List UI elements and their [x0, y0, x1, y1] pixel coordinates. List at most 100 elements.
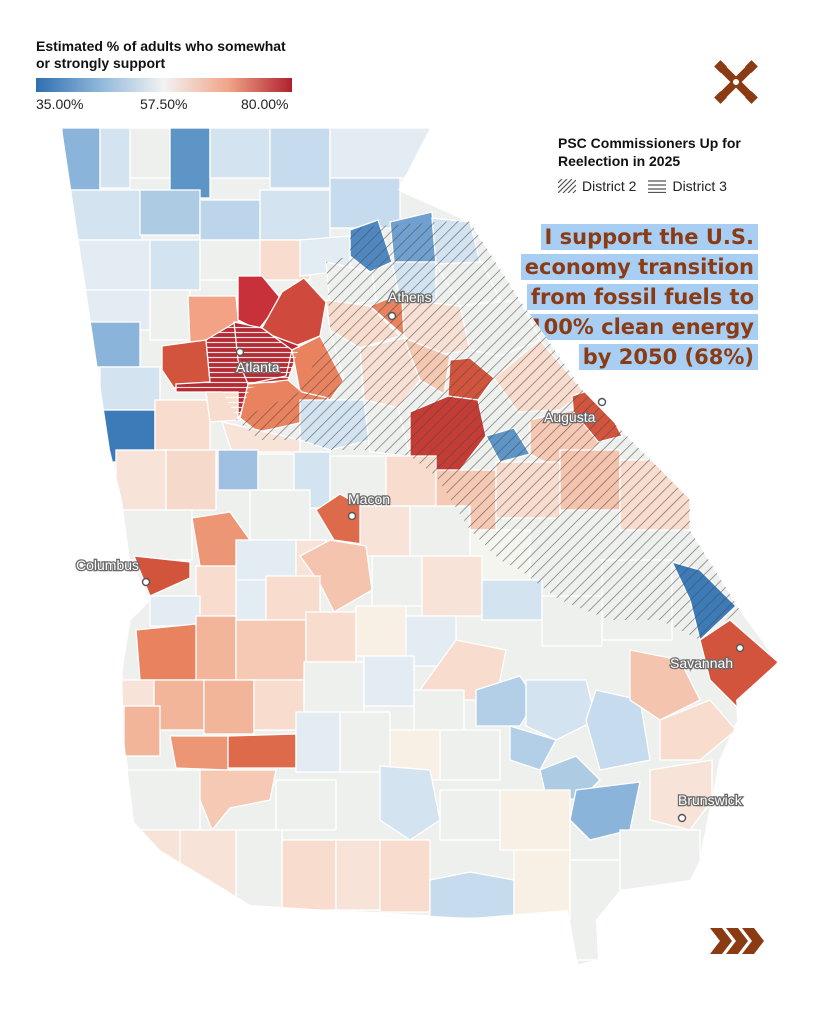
county	[379, 839, 431, 913]
county	[619, 829, 701, 891]
county	[149, 289, 191, 341]
city-savannah: Savannah	[669, 643, 745, 672]
city-label-savannah: Savannah	[670, 655, 733, 671]
city-marker	[235, 347, 245, 357]
city-label-macon: Macon	[348, 491, 390, 507]
county	[89, 321, 141, 368]
county	[203, 679, 255, 735]
city-label-atlanta: Atlanta	[236, 359, 280, 375]
legend-title: Estimated % of adults who somewhat or st…	[36, 38, 286, 71]
county	[259, 189, 331, 241]
county	[199, 239, 261, 281]
county	[217, 449, 259, 491]
county	[235, 829, 283, 911]
county	[339, 711, 391, 773]
city-athens: Athens	[387, 288, 433, 321]
county	[659, 699, 737, 761]
county	[99, 128, 131, 189]
legend-tick-mid: 57.50%	[140, 96, 188, 112]
county	[513, 849, 571, 919]
county	[195, 615, 237, 681]
county	[153, 679, 205, 731]
county	[165, 449, 217, 511]
county	[359, 505, 411, 557]
county	[235, 619, 307, 681]
county	[371, 555, 423, 607]
county	[149, 595, 201, 627]
survey-statement-text: I support the U.S. economy transition fr…	[520, 224, 758, 370]
county	[227, 733, 297, 769]
county	[421, 555, 483, 617]
county	[121, 509, 193, 561]
brand-logo-icon	[714, 60, 758, 104]
city-augusta: Augusta	[543, 397, 607, 426]
county	[429, 871, 515, 919]
county	[69, 239, 151, 291]
county	[154, 399, 211, 451]
city-marker	[597, 397, 607, 407]
county	[123, 829, 181, 891]
county	[139, 189, 201, 236]
county	[169, 735, 229, 771]
city-columbus: Columbus	[75, 556, 151, 587]
psc-district3-area	[176, 322, 300, 420]
county	[281, 839, 337, 911]
county	[235, 539, 297, 581]
county	[235, 579, 267, 621]
county	[149, 239, 201, 291]
county	[269, 128, 331, 189]
county	[257, 453, 295, 491]
legend-color-bar	[36, 78, 292, 92]
city-marker	[347, 511, 357, 521]
county	[275, 779, 337, 831]
county	[525, 679, 597, 741]
county	[303, 661, 365, 713]
county	[649, 759, 713, 831]
county	[335, 839, 381, 911]
district3-label: District 3	[672, 178, 727, 194]
county	[99, 366, 161, 411]
county	[249, 489, 311, 541]
county	[161, 339, 211, 389]
county	[295, 711, 341, 773]
county	[363, 655, 415, 707]
county	[199, 769, 277, 832]
county	[329, 128, 431, 179]
county	[629, 649, 701, 721]
county	[115, 449, 167, 511]
county	[329, 177, 401, 229]
county	[439, 789, 501, 841]
diagonal-hatch-icon	[558, 179, 576, 193]
city-marker	[141, 577, 151, 587]
county	[409, 505, 471, 557]
psc-district2-area	[236, 220, 740, 640]
county	[439, 729, 501, 781]
county	[379, 765, 441, 841]
county	[62, 128, 101, 191]
city-atlanta: Atlanta	[235, 347, 281, 376]
city-label-brunswick: Brunswick	[678, 792, 743, 808]
county	[199, 199, 261, 241]
city-label-athens: Athens	[388, 289, 432, 305]
psc-legend-district3: District 3	[648, 178, 727, 194]
county	[129, 128, 171, 179]
county	[569, 859, 621, 961]
county	[481, 579, 543, 621]
city-marker	[387, 311, 397, 321]
county	[305, 611, 357, 663]
psc-legend: District 2 District 3	[558, 178, 739, 194]
county	[329, 455, 387, 501]
county	[355, 605, 407, 657]
city-marker	[677, 813, 687, 823]
city-label-columbus: Columbus	[76, 557, 139, 573]
survey-statement: I support the U.S. economy transition fr…	[518, 222, 758, 372]
county	[413, 689, 465, 731]
horizontal-hatch-icon	[648, 180, 667, 193]
county	[123, 769, 201, 831]
next-chevrons-icon[interactable]	[708, 926, 766, 956]
county	[499, 789, 571, 851]
city-label-augusta: Augusta	[544, 409, 596, 425]
city-macon: Macon	[347, 490, 391, 521]
county	[135, 623, 201, 681]
